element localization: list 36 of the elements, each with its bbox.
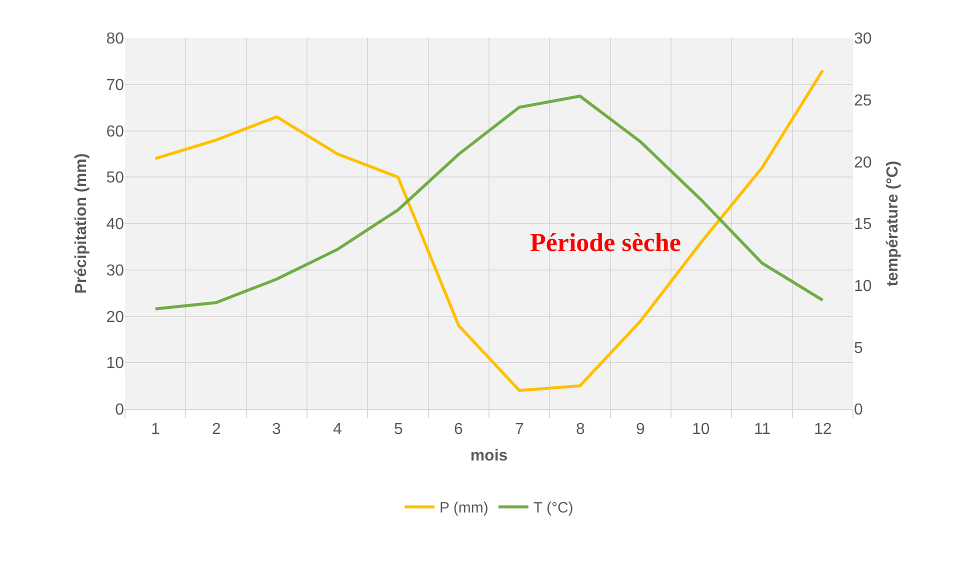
y-tick-label: 0	[115, 402, 124, 419]
legend-label: P (mm)	[440, 500, 488, 517]
x-tick-label: 11	[754, 421, 771, 438]
annotation: Période sèche	[530, 228, 681, 257]
y2-tick-label: 25	[854, 92, 872, 110]
y2-tick-label: 10	[854, 278, 872, 295]
x-tick-label: 9	[636, 421, 645, 438]
y-tick-label: 30	[106, 262, 124, 280]
x-tick-label: 12	[814, 421, 832, 438]
y2-tick-label: 30	[854, 30, 872, 48]
line-series	[154, 68, 824, 392]
x-tick-label: 5	[394, 421, 403, 438]
x-tick-label: 7	[515, 421, 524, 438]
y-tick-label: 10	[106, 355, 124, 372]
y-axis-title: Précipitation (mm)	[73, 153, 90, 294]
y-tick-label: 20	[106, 308, 124, 326]
x-tick-label: 6	[454, 421, 463, 438]
x-tick-label: 10	[692, 421, 710, 438]
x-tick-label: 2	[212, 421, 221, 438]
y2-axis-title: température (°C)	[884, 160, 902, 286]
x-tick-label: 8	[576, 421, 585, 438]
x-tick-label: 1	[151, 421, 160, 438]
y-tick-label: 60	[106, 123, 124, 140]
x-tick-label: 3	[272, 421, 281, 438]
y-tick-label: 50	[106, 170, 124, 187]
y-tick-label: 80	[106, 30, 124, 48]
legend-label: T (°C)	[533, 500, 574, 517]
line-series	[154, 94, 824, 310]
x-tick-label: 4	[333, 421, 342, 438]
y2-tick-label: 0	[854, 402, 863, 419]
y-tick-label: 70	[106, 76, 124, 94]
y2-tick-label: 15	[854, 216, 872, 234]
x-axis-title: mois	[470, 448, 508, 465]
y2-tick-label: 5	[854, 340, 863, 357]
y2-tick-label: 20	[854, 154, 872, 172]
y-tick-label: 40	[106, 216, 124, 234]
